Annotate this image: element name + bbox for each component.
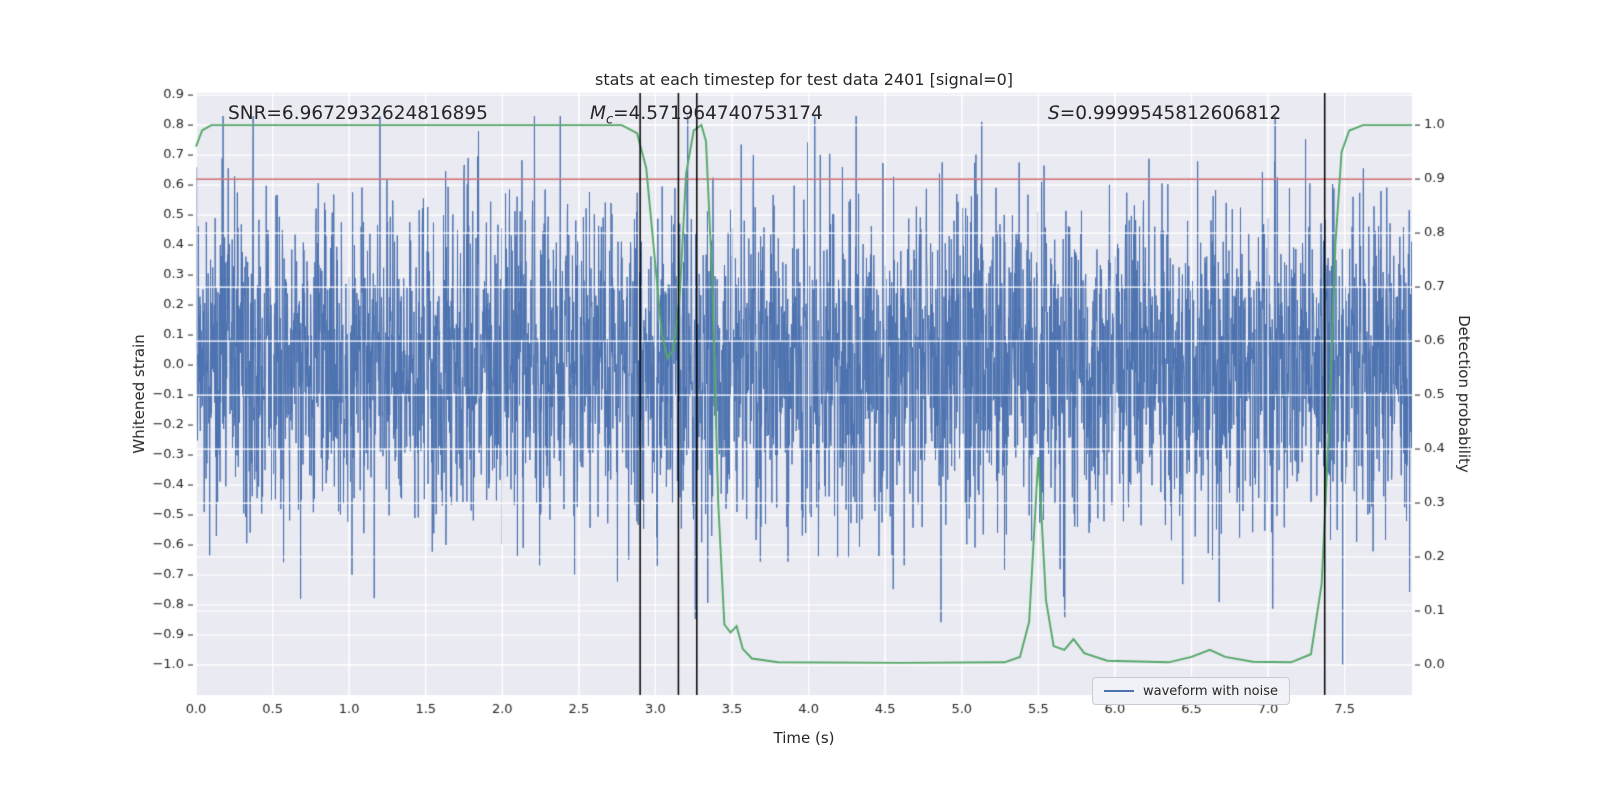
annotation-chirp-mass: Mc=4.571964740753174	[590, 103, 823, 128]
statistic-value: =0.9999545812606812	[1059, 103, 1282, 124]
legend-waveform-line-sample	[1104, 690, 1134, 692]
statistic-symbol: S	[1048, 103, 1060, 124]
legend-waveform-label: waveform with noise	[1143, 683, 1279, 699]
right-y-axis-label: Detection probability	[1455, 315, 1473, 473]
annotation-snr: SNR=6.9672932624816895	[228, 103, 488, 124]
x-axis-label: Time (s)	[773, 729, 835, 747]
chirp-mass-symbol: M	[590, 103, 606, 124]
left-y-axis-label: Whitened strain	[130, 334, 148, 454]
chirp-mass-subscript: c	[605, 112, 614, 128]
annotation-statistic: S=0.9999545812606812	[1048, 103, 1281, 124]
chart-title: stats at each timestep for test data 240…	[594, 70, 1013, 89]
chirp-mass-value: =4.571964740753174	[613, 103, 823, 124]
legend: waveform with noise	[1092, 677, 1291, 705]
